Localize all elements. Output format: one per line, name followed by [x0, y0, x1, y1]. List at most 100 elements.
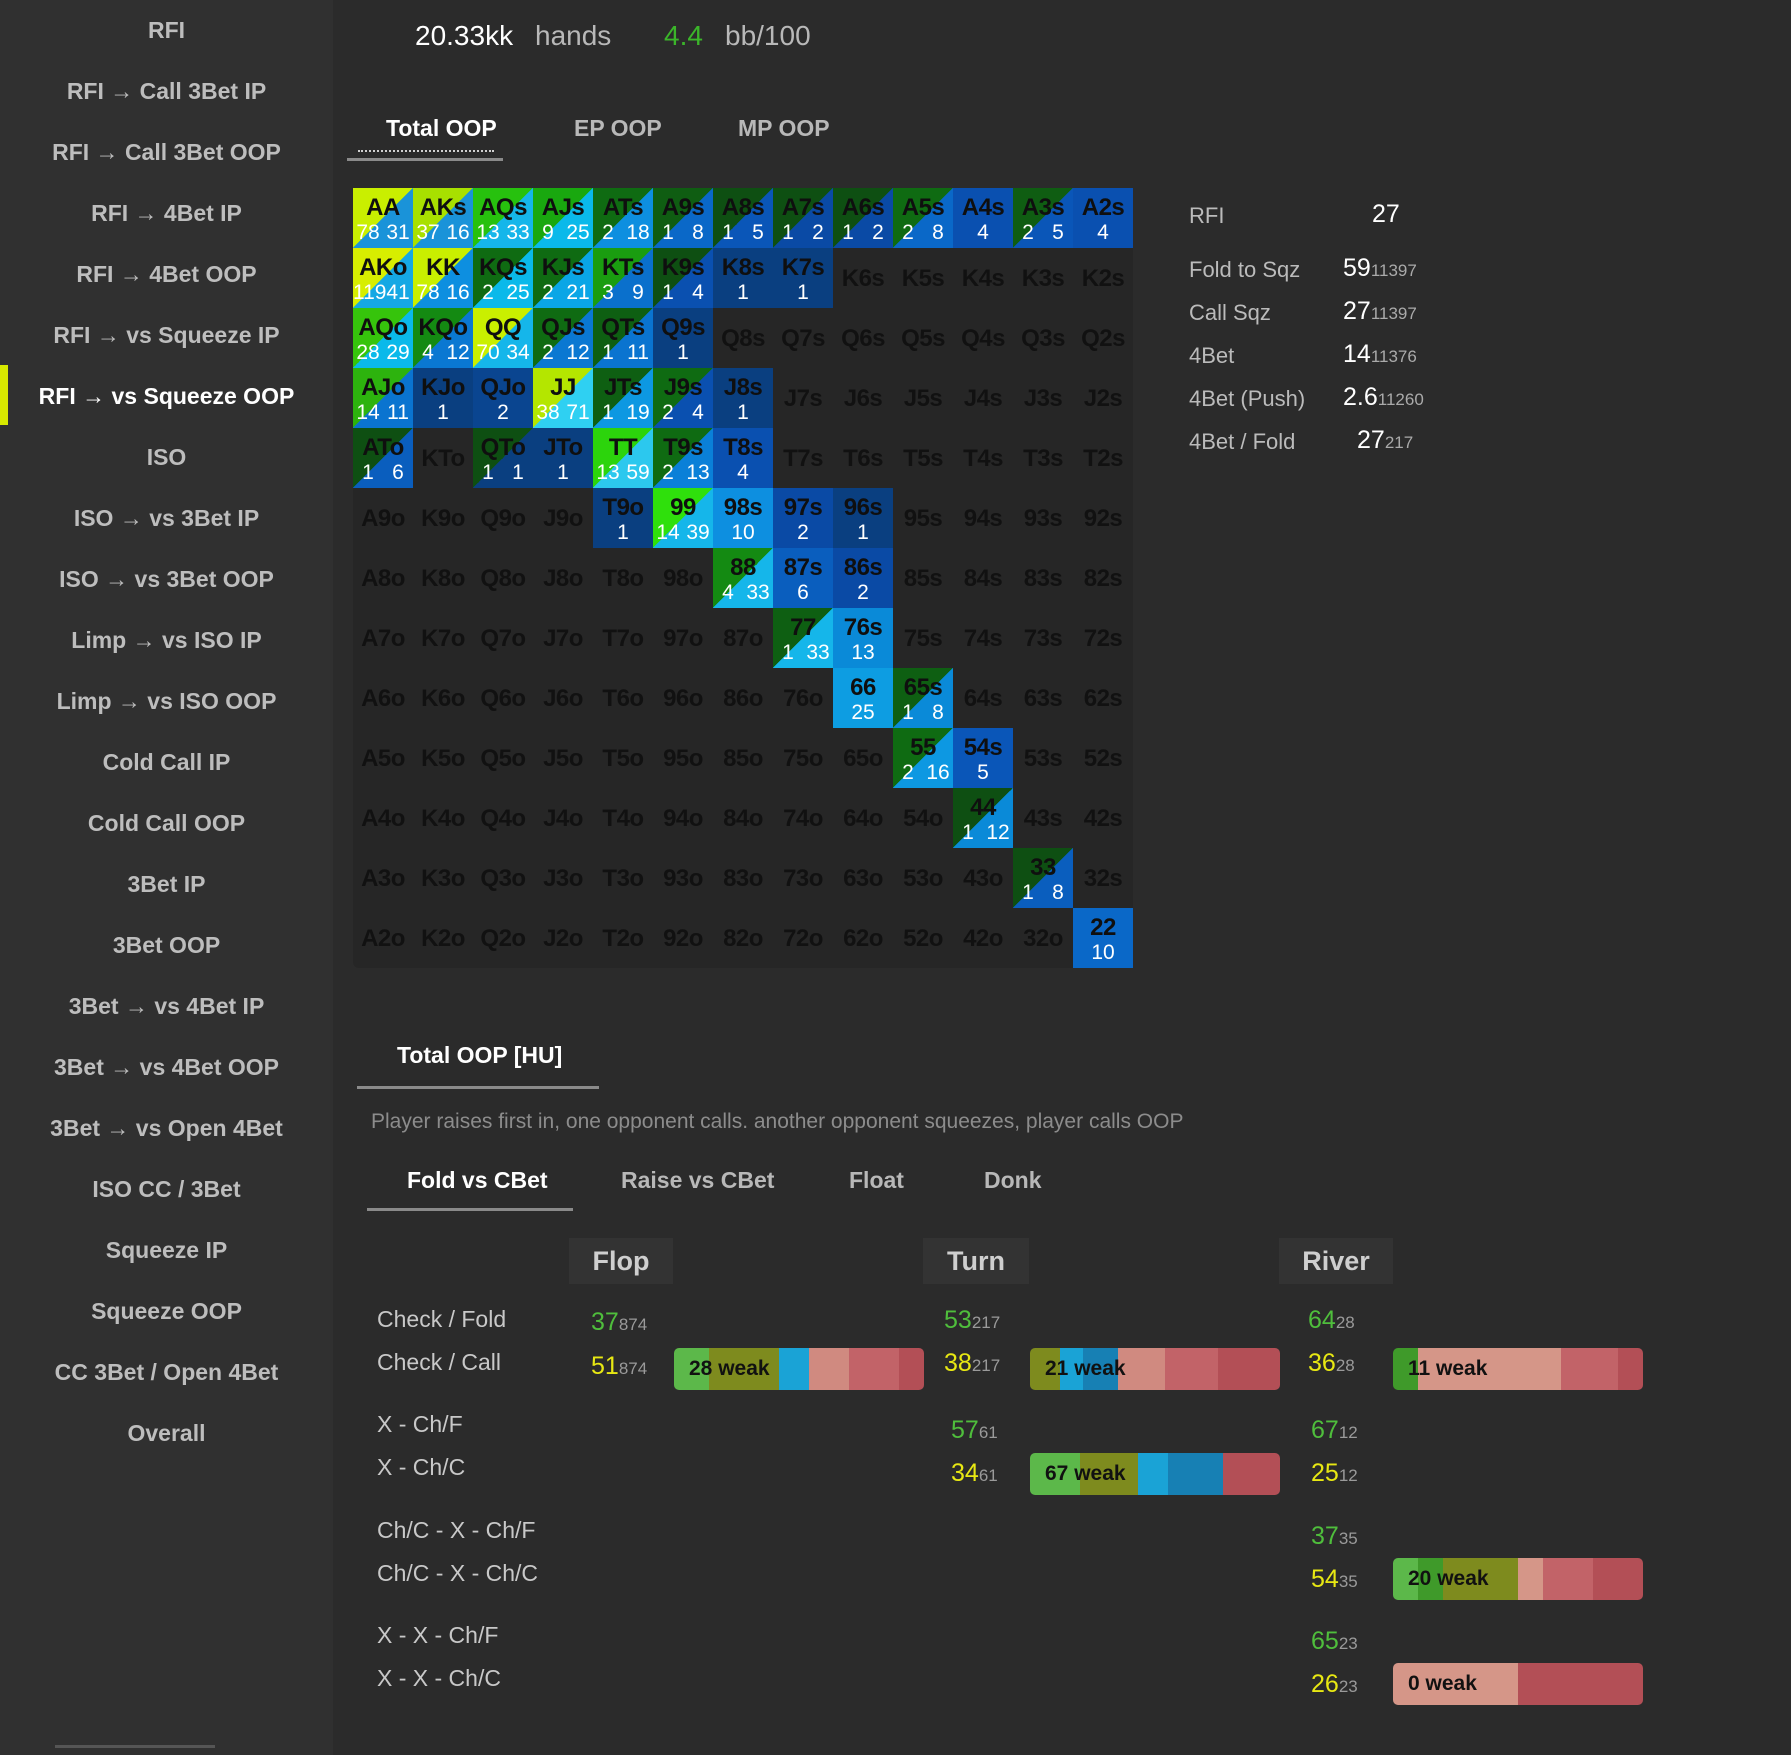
- hand-cell-AA[interactable]: AA 78 31: [353, 188, 413, 248]
- hand-cell-A8s[interactable]: A8s 1 5: [713, 188, 773, 248]
- hand-cell-54s[interactable]: 54s 5: [953, 728, 1013, 788]
- sidebar-item-6[interactable]: RFI → vs Squeeze OOP: [38, 383, 295, 409]
- hand-cell-TT[interactable]: TT 13 59: [593, 428, 653, 488]
- hand-cell-A4s[interactable]: A4s 4: [953, 188, 1013, 248]
- tab-ep-oop[interactable]: EP OOP: [574, 115, 662, 141]
- river-call-strength-bar[interactable]: 11 weak: [1393, 1348, 1643, 1390]
- hand-cell-ATo[interactable]: ATo 1 6: [353, 428, 413, 488]
- hand-cell-82o[interactable]: 82o: [713, 908, 773, 968]
- hand-cell-75o[interactable]: 75o: [773, 728, 833, 788]
- hand-cell-87s[interactable]: 87s 6: [773, 548, 833, 608]
- hand-cell-Q6s[interactable]: Q6s: [833, 308, 893, 368]
- hand-cell-43o[interactable]: 43o: [953, 848, 1013, 908]
- hand-cell-95o[interactable]: 95o: [653, 728, 713, 788]
- hand-cell-T4o[interactable]: T4o: [593, 788, 653, 848]
- hand-cell-94o[interactable]: 94o: [653, 788, 713, 848]
- hand-cell-T3o[interactable]: T3o: [593, 848, 653, 908]
- hand-cell-74o[interactable]: 74o: [773, 788, 833, 848]
- hand-cell-A3s[interactable]: A3s 2 5: [1013, 188, 1073, 248]
- tab-raise-vs-cbet[interactable]: Raise vs CBet: [621, 1167, 775, 1193]
- hand-cell-62s[interactable]: 62s: [1073, 668, 1133, 728]
- hand-cell-A3o[interactable]: A3o: [353, 848, 413, 908]
- hand-cell-A7s[interactable]: A7s 1 2: [773, 188, 833, 248]
- hand-cell-76o[interactable]: 76o: [773, 668, 833, 728]
- hand-cell-K5o[interactable]: K5o: [413, 728, 473, 788]
- sidebar-item-5[interactable]: RFI → vs Squeeze IP: [53, 322, 280, 348]
- hand-cell-95s[interactable]: 95s: [893, 488, 953, 548]
- hand-cell-77[interactable]: 77 1 33: [773, 608, 833, 668]
- hand-cell-AJo[interactable]: AJo 14 11: [353, 368, 413, 428]
- hand-cell-Q6o[interactable]: Q6o: [473, 668, 533, 728]
- turn-x-chc-strength-bar[interactable]: 67 weak: [1030, 1453, 1280, 1495]
- hand-cell-QJs[interactable]: QJs 2 12: [533, 308, 593, 368]
- sidebar-item-15[interactable]: 3Bet OOP: [112, 932, 221, 958]
- hand-cell-A6s[interactable]: A6s 1 2: [833, 188, 893, 248]
- sidebar-item-0[interactable]: RFI: [147, 17, 186, 43]
- hand-cell-K9s[interactable]: K9s 1 4: [653, 248, 713, 308]
- hand-cell-T7o[interactable]: T7o: [593, 608, 653, 668]
- hand-cell-43s[interactable]: 43s: [1013, 788, 1073, 848]
- hand-cell-T5o[interactable]: T5o: [593, 728, 653, 788]
- hand-cell-T8o[interactable]: T8o: [593, 548, 653, 608]
- hand-cell-97s[interactable]: 97s 2: [773, 488, 833, 548]
- hand-cell-T8s[interactable]: T8s 4: [713, 428, 773, 488]
- sidebar-item-1[interactable]: RFI → Call 3Bet IP: [66, 78, 267, 104]
- hand-cell-Q2s[interactable]: Q2s: [1073, 308, 1133, 368]
- hand-cell-Q7s[interactable]: Q7s: [773, 308, 833, 368]
- hand-cell-87o[interactable]: 87o: [713, 608, 773, 668]
- hand-cell-83o[interactable]: 83o: [713, 848, 773, 908]
- hand-cell-JTo[interactable]: JTo 1: [533, 428, 593, 488]
- hand-cell-52o[interactable]: 52o: [893, 908, 953, 968]
- hand-cell-K5s[interactable]: K5s: [893, 248, 953, 308]
- hand-cell-76s[interactable]: 76s 13: [833, 608, 893, 668]
- hand-cell-J2s[interactable]: J2s: [1073, 368, 1133, 428]
- hand-cell-98o[interactable]: 98o: [653, 548, 713, 608]
- hand-cell-T4s[interactable]: T4s: [953, 428, 1013, 488]
- hand-cell-99[interactable]: 99 14 39: [653, 488, 713, 548]
- hand-cell-74s[interactable]: 74s: [953, 608, 1013, 668]
- sidebar-item-13[interactable]: Cold Call OOP: [87, 810, 246, 836]
- hand-cell-A6o[interactable]: A6o: [353, 668, 413, 728]
- hand-cell-65o[interactable]: 65o: [833, 728, 893, 788]
- sidebar-item-18[interactable]: 3Bet → vs Open 4Bet: [50, 1115, 283, 1141]
- hand-cell-62o[interactable]: 62o: [833, 908, 893, 968]
- hand-cell-T6s[interactable]: T6s: [833, 428, 893, 488]
- hand-cell-54o[interactable]: 54o: [893, 788, 953, 848]
- hand-cell-T3s[interactable]: T3s: [1013, 428, 1073, 488]
- hand-cell-K6s[interactable]: K6s: [833, 248, 893, 308]
- hand-cell-44[interactable]: 44 1 12: [953, 788, 1013, 848]
- hand-cell-73o[interactable]: 73o: [773, 848, 833, 908]
- hand-cell-64s[interactable]: 64s: [953, 668, 1013, 728]
- hand-cell-86s[interactable]: 86s 2: [833, 548, 893, 608]
- hand-cell-92s[interactable]: 92s: [1073, 488, 1133, 548]
- hand-cell-A8o[interactable]: A8o: [353, 548, 413, 608]
- hand-cell-AQo[interactable]: AQo 28 29: [353, 308, 413, 368]
- hand-cell-K7s[interactable]: K7s 1: [773, 248, 833, 308]
- hand-cell-T2s[interactable]: T2s: [1073, 428, 1133, 488]
- hand-cell-22[interactable]: 22 10: [1073, 908, 1133, 968]
- sidebar-item-17[interactable]: 3Bet → vs 4Bet OOP: [54, 1054, 279, 1080]
- tab-donk[interactable]: Donk: [984, 1167, 1042, 1193]
- sidebar-item-20[interactable]: Squeeze IP: [105, 1237, 228, 1263]
- hand-cell-K4o[interactable]: K4o: [413, 788, 473, 848]
- hand-cell-96o[interactable]: 96o: [653, 668, 713, 728]
- hand-cell-J9o[interactable]: J9o: [533, 488, 593, 548]
- hand-cell-AQs[interactable]: AQs 13 33: [473, 188, 533, 248]
- river-chc-x-chc-strength-bar[interactable]: 20 weak: [1393, 1558, 1643, 1600]
- hand-cell-K9o[interactable]: K9o: [413, 488, 473, 548]
- hand-cell-Q2o[interactable]: Q2o: [473, 908, 533, 968]
- hand-cell-Q5s[interactable]: Q5s: [893, 308, 953, 368]
- sidebar-item-12[interactable]: Cold Call IP: [102, 749, 231, 775]
- hand-cell-98s[interactable]: 98s 10: [713, 488, 773, 548]
- hand-cell-J6o[interactable]: J6o: [533, 668, 593, 728]
- hand-cell-Q8o[interactable]: Q8o: [473, 548, 533, 608]
- hand-cell-Q9o[interactable]: Q9o: [473, 488, 533, 548]
- sidebar-item-21[interactable]: Squeeze OOP: [91, 1298, 242, 1324]
- hand-cell-J7o[interactable]: J7o: [533, 608, 593, 668]
- sidebar-item-3[interactable]: RFI → 4Bet IP: [91, 200, 242, 226]
- sidebar-item-8[interactable]: ISO → vs 3Bet IP: [73, 505, 260, 531]
- hand-cell-ATs[interactable]: ATs 2 18: [593, 188, 653, 248]
- hand-cell-K2s[interactable]: K2s: [1073, 248, 1133, 308]
- hand-cell-97o[interactable]: 97o: [653, 608, 713, 668]
- tab-float[interactable]: Float: [849, 1167, 904, 1193]
